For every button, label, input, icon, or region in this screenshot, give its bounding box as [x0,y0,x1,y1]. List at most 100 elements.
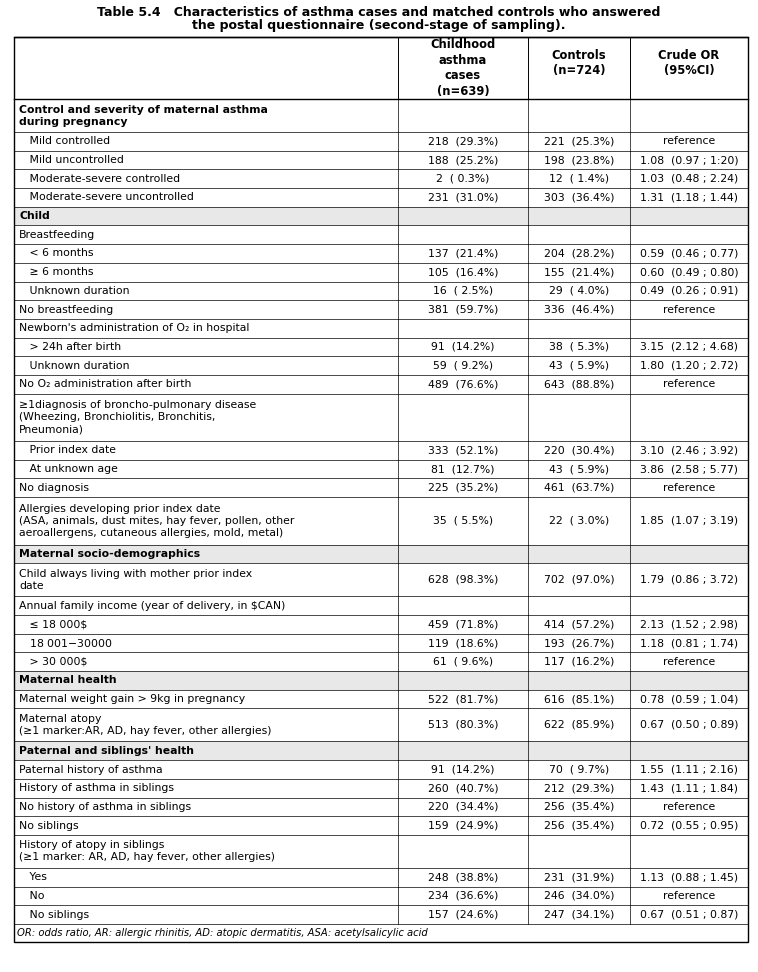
Text: Crude OR
(95%CI): Crude OR (95%CI) [659,49,719,77]
Text: 105  (16.4%): 105 (16.4%) [428,267,498,277]
Text: No siblings: No siblings [19,820,79,830]
Text: 628  (98.3%): 628 (98.3%) [428,574,498,585]
Text: Childhood
asthma
cases
(n=639): Childhood asthma cases (n=639) [431,38,496,98]
Text: 204  (28.2%): 204 (28.2%) [543,249,614,259]
Text: 247  (34.1%): 247 (34.1%) [543,910,614,920]
Text: 3.10  (2.46 ; 3.92): 3.10 (2.46 ; 3.92) [640,445,738,456]
Text: 3.86  (2.58 ; 5.77): 3.86 (2.58 ; 5.77) [640,464,738,474]
Text: 702  (97.0%): 702 (97.0%) [543,574,614,585]
Text: Moderate-severe uncontrolled: Moderate-severe uncontrolled [19,192,194,202]
Text: 1.80  (1.20 ; 2.72): 1.80 (1.20 ; 2.72) [640,361,738,370]
Text: 1.43  (1.11 ; 1.84): 1.43 (1.11 ; 1.84) [640,783,738,793]
Text: 2.13  (1.52 ; 2.98): 2.13 (1.52 ; 2.98) [640,619,738,629]
Text: Moderate-severe controlled: Moderate-severe controlled [19,174,180,184]
Text: 59  ( 9.2%): 59 ( 9.2%) [433,361,493,370]
Text: At unknown age: At unknown age [19,464,118,474]
Text: 0.67  (0.50 ; 0.89): 0.67 (0.50 ; 0.89) [640,720,738,730]
Text: 0.59  (0.46 ; 0.77): 0.59 (0.46 ; 0.77) [640,249,738,259]
Text: 1.08  (0.97 ; 1:20): 1.08 (0.97 ; 1:20) [640,156,738,165]
Text: No breastfeeding: No breastfeeding [19,304,113,315]
Text: 188  (25.2%): 188 (25.2%) [428,156,498,165]
Text: OR: odds ratio, AR: allergic rhinitis, AD: atopic dermatitis, ASA: acetylsalicyl: OR: odds ratio, AR: allergic rhinitis, A… [17,928,428,938]
Text: 220  (30.4%): 220 (30.4%) [543,445,614,456]
Text: 225  (35.2%): 225 (35.2%) [428,483,498,493]
Text: reference: reference [663,802,715,812]
Text: 234  (36.6%): 234 (36.6%) [428,891,498,901]
Text: 231  (31.9%): 231 (31.9%) [543,872,614,883]
Text: 193  (26.7%): 193 (26.7%) [543,638,614,648]
Text: 2  ( 0.3%): 2 ( 0.3%) [437,174,490,184]
Text: Child always living with mother prior index
date: Child always living with mother prior in… [19,569,252,591]
Text: Yes: Yes [19,872,47,883]
Text: 18 001$-30 000$: 18 001$-30 000$ [19,637,112,649]
Text: ≤ 18 000$: ≤ 18 000$ [19,619,87,629]
Text: History of atopy in siblings
(≥1 marker: AR, AD, hay fever, other allergies): History of atopy in siblings (≥1 marker:… [19,841,275,862]
Text: Maternal weight gain > 9kg in pregnancy: Maternal weight gain > 9kg in pregnancy [19,694,245,704]
Text: 218  (29.3%): 218 (29.3%) [428,136,498,147]
Text: 198  (23.8%): 198 (23.8%) [543,156,614,165]
Text: Unknown duration: Unknown duration [19,286,130,295]
Text: 137  (21.4%): 137 (21.4%) [428,249,498,259]
Text: 1.03  (0.48 ; 2.24): 1.03 (0.48 ; 2.24) [640,174,738,184]
Text: 513  (80.3%): 513 (80.3%) [428,720,498,730]
Text: 12  ( 1.4%): 12 ( 1.4%) [549,174,609,184]
Text: 91  (14.2%): 91 (14.2%) [431,342,495,352]
Text: 522  (81.7%): 522 (81.7%) [428,694,498,704]
Text: 61  ( 9.6%): 61 ( 9.6%) [433,657,493,667]
Text: 622  (85.9%): 622 (85.9%) [543,720,614,730]
Text: History of asthma in siblings: History of asthma in siblings [19,783,174,793]
Text: Unknown duration: Unknown duration [19,361,130,370]
Text: 489  (76.6%): 489 (76.6%) [428,379,498,389]
Text: 159  (24.9%): 159 (24.9%) [428,820,498,830]
Text: 119  (18.6%): 119 (18.6%) [428,638,498,648]
Text: 256  (35.4%): 256 (35.4%) [543,820,614,830]
Text: the postal questionnaire (second-stage of sampling).: the postal questionnaire (second-stage o… [193,19,565,32]
Text: Allergies developing prior index date
(ASA, animals, dust mites, hay fever, poll: Allergies developing prior index date (A… [19,503,294,538]
Text: 333  (52.1%): 333 (52.1%) [428,445,498,456]
Text: Mild uncontrolled: Mild uncontrolled [19,156,124,165]
Text: 29  ( 4.0%): 29 ( 4.0%) [549,286,609,295]
Bar [14,742,747,760]
Text: 1.55  (1.11 ; 2.16): 1.55 (1.11 ; 2.16) [640,765,738,775]
Text: No siblings: No siblings [19,910,89,920]
Text: No diagnosis: No diagnosis [19,483,89,493]
Text: > 30 000$: > 30 000$ [19,657,87,667]
Text: 0.72  (0.55 ; 0.95): 0.72 (0.55 ; 0.95) [640,820,738,830]
Text: Mild controlled: Mild controlled [19,136,110,147]
Text: 381  (59.7%): 381 (59.7%) [428,304,498,315]
Text: 0.67  (0.51 ; 0.87): 0.67 (0.51 ; 0.87) [640,910,738,920]
Text: 70  ( 9.7%): 70 ( 9.7%) [549,765,609,775]
Text: reference: reference [663,379,715,389]
Text: Maternal atopy
(≥1 marker:AR, AD, hay fever, other allergies): Maternal atopy (≥1 marker:AR, AD, hay fe… [19,714,271,736]
Text: 256  (35.4%): 256 (35.4%) [543,802,614,812]
Text: Child: Child [19,211,50,222]
Text: Paternal history of asthma: Paternal history of asthma [19,765,163,775]
Bar [14,671,747,690]
Text: reference: reference [663,891,715,901]
Bar [14,207,747,226]
Text: 336  (46.4%): 336 (46.4%) [543,304,614,315]
Text: 414  (57.2%): 414 (57.2%) [543,619,614,629]
Text: 157  (24.6%): 157 (24.6%) [428,910,498,920]
Text: 0.78  (0.59 ; 1.04): 0.78 (0.59 ; 1.04) [640,694,738,704]
Text: < 6 months: < 6 months [19,249,93,259]
Text: No O₂ administration after birth: No O₂ administration after birth [19,379,191,389]
Text: Annual family income (year of delivery, in $CAN): Annual family income (year of delivery, … [19,601,285,610]
Text: Table 5.4   Characteristics of asthma cases and matched controls who answered: Table 5.4 Characteristics of asthma case… [97,6,661,19]
Text: 1.31  (1.18 ; 1.44): 1.31 (1.18 ; 1.44) [640,192,738,202]
Text: 643  (88.8%): 643 (88.8%) [543,379,614,389]
Text: 43  ( 5.9%): 43 ( 5.9%) [549,464,609,474]
Text: 91  (14.2%): 91 (14.2%) [431,765,495,775]
Text: 248  (38.8%): 248 (38.8%) [428,872,498,883]
Text: reference: reference [663,657,715,667]
Bar [14,544,747,563]
Text: Breastfeeding: Breastfeeding [19,229,96,240]
Text: 1.85  (1.07 ; 3.19): 1.85 (1.07 ; 3.19) [640,516,738,526]
Text: 461  (63.7%): 461 (63.7%) [543,483,614,493]
Text: Maternal socio-demographics: Maternal socio-demographics [19,549,200,559]
Text: 231  (31.0%): 231 (31.0%) [428,192,498,202]
Text: 0.49  (0.26 ; 0.91): 0.49 (0.26 ; 0.91) [640,286,738,295]
Text: No: No [19,891,45,901]
Text: Controls
(n=724): Controls (n=724) [552,49,606,77]
Text: 221  (25.3%): 221 (25.3%) [543,136,614,147]
